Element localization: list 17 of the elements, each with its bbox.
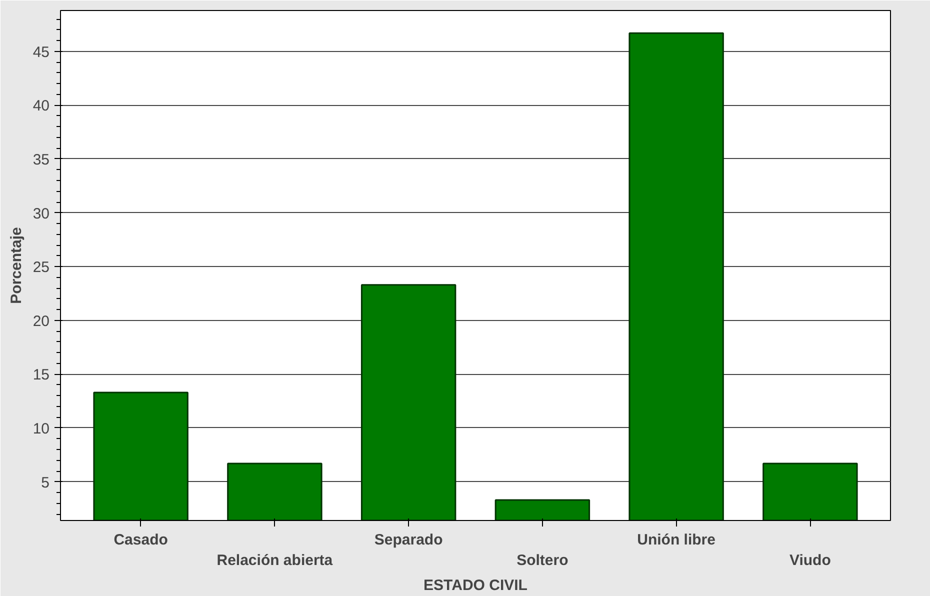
y-axis-title: Porcentaje xyxy=(8,227,25,304)
x-tick-label: Casado xyxy=(114,532,168,548)
y-tick-label: 20 xyxy=(32,312,50,330)
x-tick-label: Viudo xyxy=(789,552,831,569)
y-tick-label: 30 xyxy=(32,205,50,222)
y-tick-label: 25 xyxy=(32,259,50,276)
y-tick-label: 5 xyxy=(41,474,50,492)
x-tick-label: Relación abierta xyxy=(216,552,334,569)
y-tick-label: 10 xyxy=(32,420,50,438)
x-tick-label: Separado xyxy=(374,532,443,548)
x-tick-label: Unión libre xyxy=(637,532,716,548)
y-tick-label: 35 xyxy=(32,151,50,168)
x-axis-title: ESTADO CIVIL xyxy=(424,576,528,594)
y-tick-label: 45 xyxy=(32,44,50,61)
x-tick-label: Soltero xyxy=(516,552,568,569)
y-tick-label: 40 xyxy=(32,98,50,115)
y-tick-label: 15 xyxy=(32,366,50,384)
